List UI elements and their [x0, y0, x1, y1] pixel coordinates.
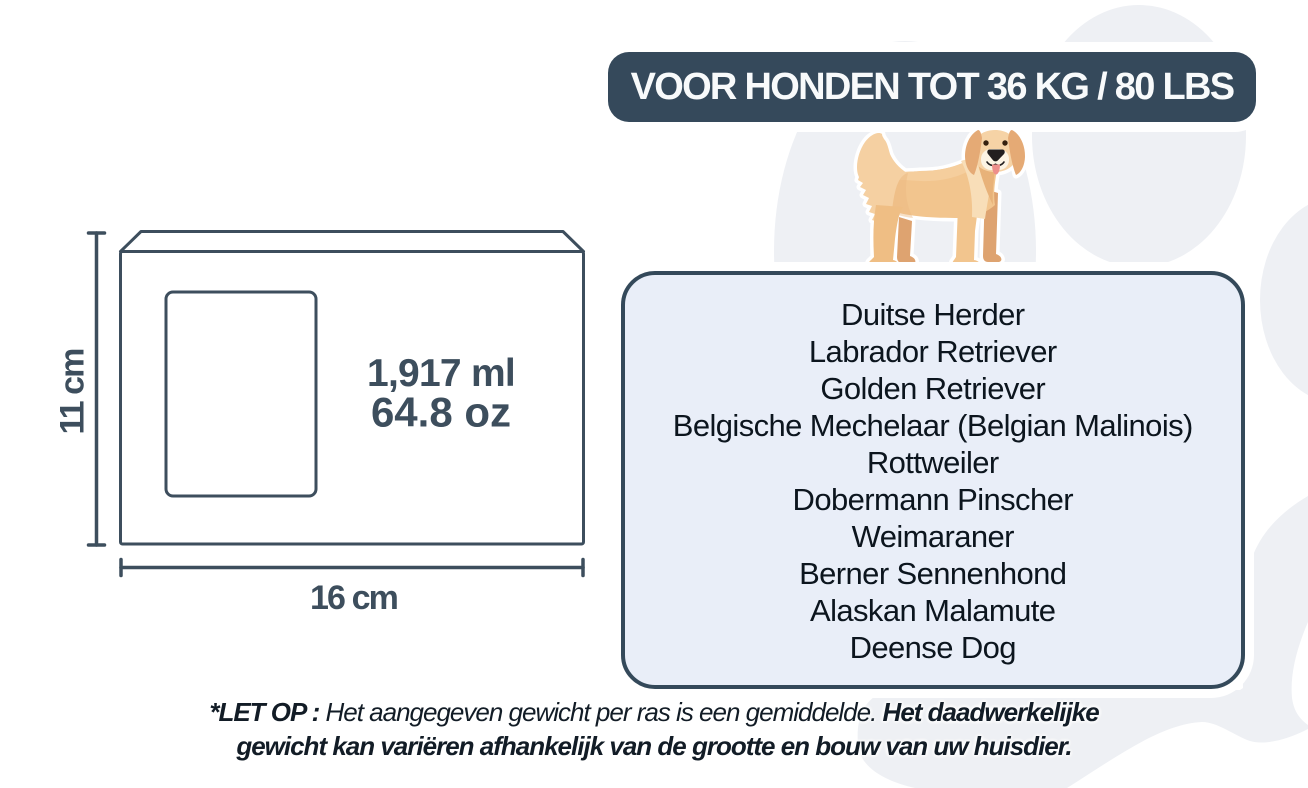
svg-text:11 cm: 11 cm: [54, 349, 92, 435]
svg-text:64.8 oz: 64.8 oz: [371, 389, 511, 436]
svg-text:1,917 ml: 1,917 ml: [367, 352, 515, 395]
svg-text:16 cm: 16 cm: [310, 579, 398, 617]
